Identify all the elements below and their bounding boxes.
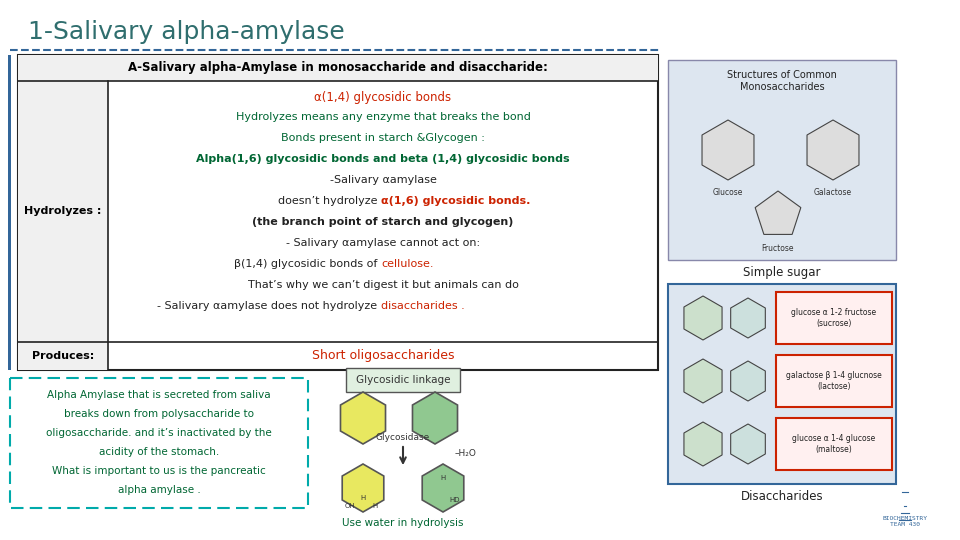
Polygon shape [731, 298, 765, 338]
Polygon shape [756, 191, 801, 234]
Text: Fructose: Fructose [761, 244, 794, 253]
Polygon shape [684, 359, 722, 403]
Text: Glycosidic linkage: Glycosidic linkage [356, 375, 450, 385]
Bar [668, 284, 896, 484]
Text: α(1,4) glycosidic bonds: α(1,4) glycosidic bonds [315, 91, 451, 104]
Text: OH: OH [345, 503, 355, 509]
Bar [18, 55, 658, 370]
Text: acidity of the stomach.: acidity of the stomach. [99, 447, 219, 457]
Polygon shape [807, 120, 859, 180]
Bar [668, 60, 896, 260]
Text: A-Salivary alpha-Amylase in monosaccharide and disaccharide:: A-Salivary alpha-Amylase in monosacchari… [128, 62, 548, 75]
Text: Short oligosaccharides: Short oligosaccharides [312, 349, 454, 362]
Text: Bonds present in starch &Glycogen :: Bonds present in starch &Glycogen : [281, 133, 485, 143]
Text: Hydrolyzes :: Hydrolyzes : [24, 206, 102, 217]
Text: (the branch point of starch and glycogen): (the branch point of starch and glycogen… [252, 217, 514, 227]
Polygon shape [684, 422, 722, 466]
Text: glucose α 1-2 fructose
(sucrose): glucose α 1-2 fructose (sucrose) [791, 308, 876, 328]
Polygon shape [731, 361, 765, 401]
Text: α(1,6) glycosidic bonds.: α(1,6) glycosidic bonds. [381, 196, 530, 206]
Bar [18, 81, 108, 370]
Bar [18, 55, 658, 81]
Text: Simple sugar: Simple sugar [743, 266, 821, 279]
Text: β(1,4) glycosidic bonds of cellulose.: β(1,4) glycosidic bonds of cellulose. [283, 259, 483, 269]
Text: doesn’t hydrolyze: doesn’t hydrolyze [278, 196, 381, 206]
Bar [776, 355, 892, 407]
Text: Glucose: Glucose [713, 188, 743, 197]
Text: oligosaccharide. and it’s inactivated by the: oligosaccharide. and it’s inactivated by… [46, 428, 272, 438]
Text: BIOCHEMISTRY
TEAM 430: BIOCHEMISTRY TEAM 430 [882, 516, 927, 527]
Text: cellulose.: cellulose. [381, 259, 434, 269]
Text: H: H [360, 495, 366, 501]
Text: HD: HD [449, 497, 460, 503]
Polygon shape [341, 392, 386, 444]
Polygon shape [413, 392, 458, 444]
Text: alpha amylase .: alpha amylase . [118, 485, 201, 495]
Text: - Salivary αamylase does not hydrolyze: - Salivary αamylase does not hydrolyze [157, 301, 381, 311]
Bar [776, 292, 892, 344]
FancyBboxPatch shape [346, 368, 460, 392]
Polygon shape [731, 424, 765, 464]
Bar [8, 55, 11, 370]
Polygon shape [702, 120, 754, 180]
Text: 1-Salivary alpha-amylase: 1-Salivary alpha-amylase [28, 20, 345, 44]
Text: H: H [372, 503, 377, 509]
Text: H: H [441, 475, 445, 481]
Text: Glycosidase: Glycosidase [376, 433, 430, 442]
Text: Hydrolyzes means any enzyme that breaks the bond: Hydrolyzes means any enzyme that breaks … [235, 112, 531, 122]
Text: Alpha(1,6) glycosidic bonds and beta (1,4) glycosidic bonds: Alpha(1,6) glycosidic bonds and beta (1,… [196, 154, 570, 164]
Text: -Salivary αamylase: -Salivary αamylase [329, 175, 437, 185]
Text: That’s why we can’t digest it but animals can do: That’s why we can’t digest it but animal… [248, 280, 518, 290]
Text: Structures of Common: Structures of Common [727, 70, 837, 80]
Text: –H₂O: –H₂O [455, 449, 477, 458]
Text: disaccharides .: disaccharides . [381, 301, 465, 311]
Text: Monosaccharides: Monosaccharides [740, 82, 825, 92]
Text: breaks down from polysaccharide to: breaks down from polysaccharide to [64, 409, 254, 419]
Text: galactose β 1-4 glucnose
(lactose): galactose β 1-4 glucnose (lactose) [786, 372, 882, 391]
Text: - Salivary αamylase cannot act on:: - Salivary αamylase cannot act on: [286, 238, 480, 248]
FancyBboxPatch shape [10, 378, 308, 508]
Polygon shape [342, 464, 384, 512]
Polygon shape [684, 296, 722, 340]
Text: Produces:: Produces: [32, 351, 94, 361]
Text: glucose α 1-4 glucose
(maltose): glucose α 1-4 glucose (maltose) [792, 434, 876, 454]
Text: What is important to us is the pancreatic: What is important to us is the pancreati… [52, 466, 266, 476]
Text: Galactose: Galactose [814, 188, 852, 197]
Text: β(1,4) glycosidic bonds of: β(1,4) glycosidic bonds of [234, 259, 381, 269]
Text: Use water in hydrolysis: Use water in hydrolysis [343, 518, 464, 528]
Text: Disaccharides: Disaccharides [741, 490, 824, 503]
Polygon shape [422, 464, 464, 512]
Bar [776, 418, 892, 470]
Text: Alpha Amylase that is secreted from saliva: Alpha Amylase that is secreted from sali… [47, 390, 271, 400]
Text: doesn’t hydrolyze α(1,6) glycosidic bonds.: doesn’t hydrolyze α(1,6) glycosidic bond… [265, 196, 501, 206]
